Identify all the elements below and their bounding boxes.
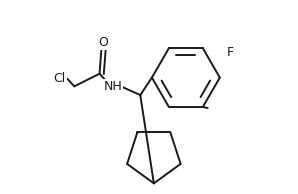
Text: F: F: [227, 46, 234, 59]
Text: NH: NH: [104, 80, 122, 93]
Text: Cl: Cl: [54, 72, 66, 85]
Text: O: O: [98, 36, 108, 49]
